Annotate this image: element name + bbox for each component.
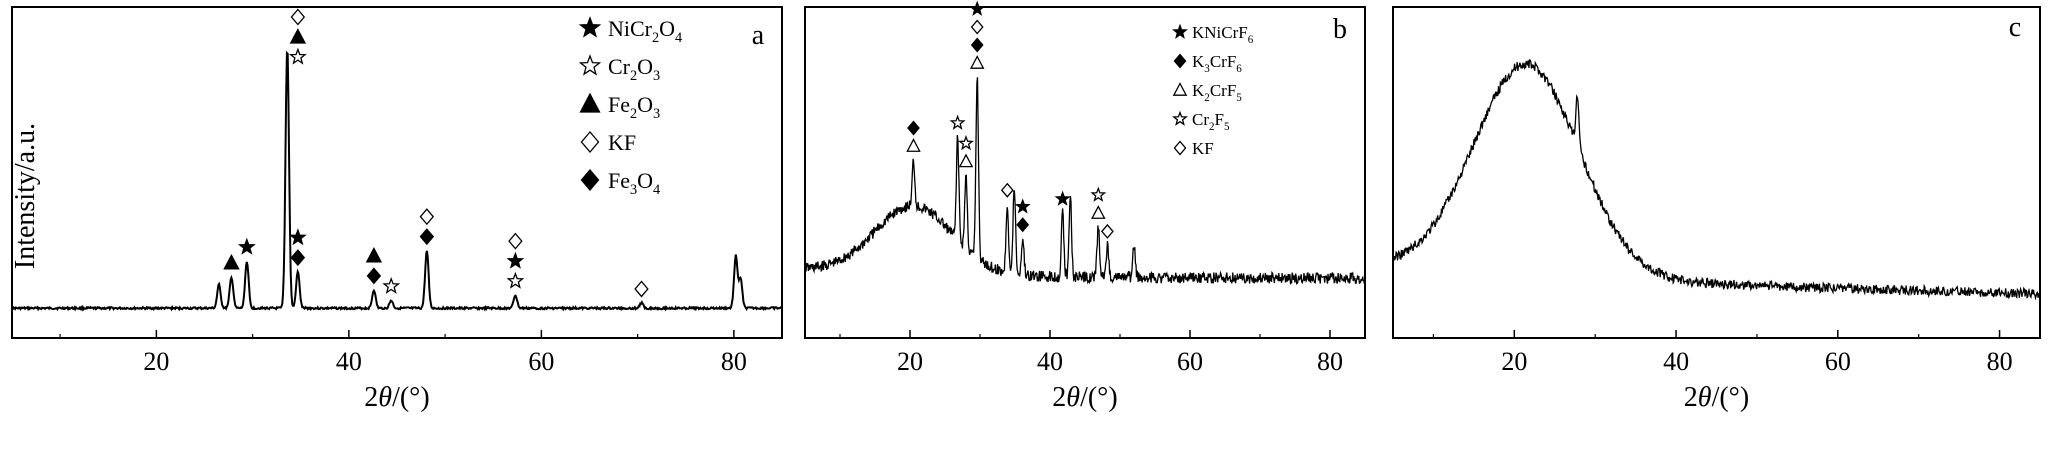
x-tick-label: 80	[1987, 347, 2013, 376]
triangle-filled-peak-marker	[289, 28, 307, 44]
plot-frame	[11, 6, 783, 339]
panel-c: 20 40 60 80 2θ/(°) c	[1392, 6, 2041, 413]
diffraction-trace	[1392, 59, 2041, 301]
x-tick-label: 40	[336, 347, 362, 376]
x-tick-label: 60	[1177, 347, 1203, 376]
triangle-open-peak-marker	[969, 55, 985, 69]
legend-diamond-open-icon	[1173, 140, 1187, 156]
legend-entry: K2CrF5	[1192, 81, 1242, 104]
triangle-filled-peak-marker	[365, 247, 383, 263]
star-open-peak-marker	[288, 47, 307, 65]
legend-entry: Fe2O3	[608, 92, 660, 122]
panel-b: 20 40 60 80 2θ/(°) b KNiCrF6 K3CrF6 K2CrF5 Cr2F5 K…	[804, 0, 1366, 413]
diamond-filled-peak-marker	[366, 267, 382, 285]
x-tick-label: 80	[1317, 347, 1343, 376]
legend-entry: KF	[608, 130, 636, 155]
x-tick-label: 40	[1037, 347, 1063, 376]
legend-entry: K3CrF6	[1192, 52, 1242, 75]
legend-entry: Fe3O4	[608, 168, 660, 198]
legend-diamond-open-icon	[580, 130, 600, 154]
x-tick-label: 60	[1825, 347, 1851, 376]
legend-star-open-icon	[578, 54, 602, 76]
star-filled-peak-marker	[506, 251, 525, 269]
diamond-open-peak-marker	[1101, 223, 1114, 239]
diamond-open-peak-marker	[634, 280, 649, 298]
star-filled-peak-marker	[1014, 198, 1031, 214]
plot-frame	[1392, 6, 2041, 339]
x-tick-label: 20	[897, 347, 923, 376]
diffraction-trace	[804, 77, 1366, 285]
panel-letter: a	[752, 20, 765, 51]
x-tick-label: 20	[143, 347, 169, 376]
star-filled-peak-marker	[1054, 190, 1071, 206]
legend-triangle-filled-icon	[579, 92, 601, 113]
diamond-filled-peak-marker	[907, 120, 920, 136]
x-tick-label: 20	[1501, 347, 1527, 376]
star-open-peak-marker	[382, 277, 401, 294]
diffraction-trace	[11, 50, 783, 312]
x-axis-label: 2θ/(°)	[1684, 382, 1749, 413]
x-tick-label: 80	[721, 347, 747, 376]
diamond-filled-peak-marker	[290, 249, 306, 267]
legend-entry: KNiCrF6	[1192, 23, 1254, 46]
diamond-open-peak-marker	[290, 8, 306, 26]
legend-star-open-icon	[1172, 110, 1188, 126]
star-filled-peak-marker	[288, 228, 307, 246]
triangle-open-peak-marker	[958, 153, 974, 168]
diamond-filled-peak-marker	[1016, 217, 1030, 233]
diamond-filled-peak-marker	[970, 37, 984, 53]
legend-entry: Cr2O3	[608, 54, 660, 84]
legend-entry: NiCr2O4	[608, 16, 682, 46]
legend-triangle-open-icon	[1172, 82, 1188, 96]
triangle-filled-peak-marker	[223, 253, 240, 270]
triangle-open-peak-marker	[906, 138, 921, 152]
diamond-open-peak-marker	[970, 19, 984, 35]
diamond-filled-peak-marker	[419, 228, 435, 246]
star-filled-peak-marker	[237, 237, 256, 255]
x-tick-label: 40	[1663, 347, 1689, 376]
x-axis-label: 2θ/(°)	[364, 382, 429, 413]
legend-star-filled-icon	[1172, 23, 1188, 39]
panel-letter: c	[2009, 12, 2021, 43]
legend-star-filled-icon	[578, 16, 602, 38]
star-open-peak-marker	[958, 135, 974, 151]
y-axis-label: Intensity/a.u.	[10, 123, 41, 269]
diamond-open-peak-marker	[419, 208, 435, 226]
legend-entry: KF	[1192, 139, 1214, 158]
panel-a: 20 40 60 80 2θ/(°) a NiCr2O4 Cr2O3 Fe2O3 KF Fe3O4	[11, 6, 783, 413]
legend-diamond-filled-icon	[1173, 53, 1187, 69]
star-open-peak-marker	[1090, 186, 1107, 202]
star-filled-peak-marker	[969, 0, 986, 16]
star-open-peak-marker	[949, 114, 966, 130]
legend-entry: Cr2F5	[1192, 110, 1230, 133]
x-axis-label: 2θ/(°)	[1052, 382, 1117, 413]
diamond-open-peak-marker	[1000, 182, 1014, 198]
diamond-open-peak-marker	[508, 232, 523, 250]
panel-letter: b	[1333, 14, 1347, 45]
x-tick-label: 60	[528, 347, 554, 376]
legend-diamond-filled-icon	[580, 168, 600, 192]
star-open-peak-marker	[506, 271, 525, 289]
plot-frame	[804, 6, 1366, 339]
triangle-open-peak-marker	[1091, 205, 1106, 219]
